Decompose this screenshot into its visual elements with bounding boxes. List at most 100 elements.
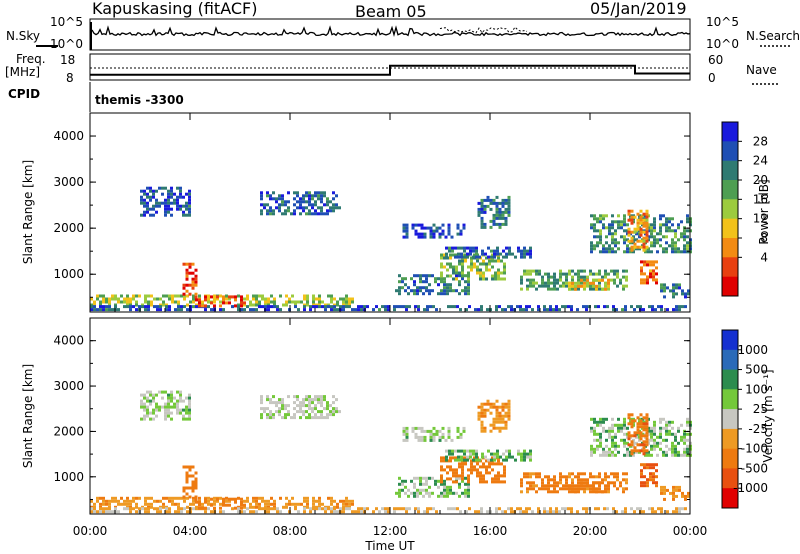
scatter-cell <box>273 499 276 503</box>
scatter-cell <box>129 303 132 307</box>
scatter-cell <box>448 452 451 456</box>
scatter-cell <box>432 432 436 436</box>
scatter-cell <box>649 475 652 479</box>
scatter-cell <box>155 414 158 418</box>
scatter-cell <box>168 294 171 298</box>
scatter-cell <box>589 472 592 476</box>
colorbar-segment <box>722 122 738 142</box>
scatter-cell <box>611 220 614 224</box>
scatter-cell <box>630 248 634 252</box>
scatter-cell <box>407 488 410 492</box>
scatter-cell <box>454 449 457 453</box>
scatter-cell <box>555 507 558 511</box>
scatter-cell <box>317 416 320 420</box>
scatter-cell <box>541 281 544 285</box>
scatter-cell <box>520 452 523 456</box>
scatter-cell <box>522 308 525 312</box>
scatter-cell <box>434 277 437 281</box>
scatter-cell <box>234 497 237 501</box>
scatter-cell <box>580 487 583 491</box>
scatter-cell <box>672 497 675 501</box>
nsearch-right-tick-bottom: 10^0 <box>706 37 739 51</box>
scatter-cell <box>272 212 275 216</box>
scatter-cell <box>646 260 649 264</box>
scatter-cell <box>293 407 296 411</box>
scatter-cell <box>583 481 586 485</box>
scatter-cell <box>143 396 146 400</box>
scatter-cell <box>258 303 261 307</box>
scatter-cell <box>117 297 120 301</box>
scatter-cell <box>452 480 455 484</box>
freq-left-tick-bottom: 8 <box>66 71 74 85</box>
scatter-cell <box>467 477 470 481</box>
scatter-cell <box>672 295 675 299</box>
scatter-cell <box>606 305 609 309</box>
scatter-cell <box>158 186 161 190</box>
scatter-cell <box>623 423 626 427</box>
scatter-cell <box>663 488 666 492</box>
scatter-cell <box>440 474 443 478</box>
scatter-cell <box>601 481 604 485</box>
scatter-cell <box>541 284 544 288</box>
scatter-cell <box>129 305 132 309</box>
scatter-cell <box>590 226 593 230</box>
scatter-cell <box>520 484 523 488</box>
scatter-cell <box>507 507 510 511</box>
scatter-cell <box>467 485 470 489</box>
scatter-cell <box>626 426 629 430</box>
scatter-cell <box>674 438 677 442</box>
scatter-cell <box>543 510 546 514</box>
scatter-cell <box>594 305 597 309</box>
scatter-cell <box>580 278 583 282</box>
scatter-cell <box>293 395 296 399</box>
scatter-cell <box>480 225 484 229</box>
scatter-cell <box>185 471 189 475</box>
scatter-cell <box>222 295 225 299</box>
scatter-cell <box>308 212 311 216</box>
scatter-cell <box>508 452 511 456</box>
scatter-cell <box>473 253 476 257</box>
scatter-cell <box>686 250 689 254</box>
scatter-cell <box>171 297 174 301</box>
scatter-cell <box>296 398 299 402</box>
scatter-cell <box>461 462 464 466</box>
scatter-cell <box>147 502 150 506</box>
scatter-cell <box>188 402 191 406</box>
scatter-cell <box>324 308 327 312</box>
scatter-cell <box>416 274 419 278</box>
scatter-cell <box>636 425 640 429</box>
scatter-cell <box>672 292 675 296</box>
scatter-cell <box>146 192 149 196</box>
scatter-cell <box>660 485 663 489</box>
scatter-cell <box>422 482 425 486</box>
scatter-cell <box>255 502 258 506</box>
scatter-cell <box>135 300 138 304</box>
scatter-cell <box>562 281 565 285</box>
scatter-cell <box>357 507 360 511</box>
scatter-cell <box>614 435 617 439</box>
scatter-cell <box>456 226 460 230</box>
scatter-cell <box>649 263 652 267</box>
scatter-cell <box>477 207 481 211</box>
scatter-cell <box>608 429 611 433</box>
scatter-cell <box>185 207 188 211</box>
scatter-cell <box>484 455 487 459</box>
scatter-cell <box>643 281 646 285</box>
scatter-cell <box>443 456 446 460</box>
scatter-cell <box>656 250 659 254</box>
scatter-cell <box>260 203 263 207</box>
scatter-cell <box>624 510 627 514</box>
scatter-cell <box>504 198 508 202</box>
scatter-cell <box>611 232 614 236</box>
scatter-cell <box>425 476 428 480</box>
scatter-cell <box>488 262 491 266</box>
scatter-cell <box>396 507 399 511</box>
scatter-cell <box>511 455 514 459</box>
scatter-cell <box>662 438 665 442</box>
scatter-cell <box>495 204 499 208</box>
scatter-cell <box>645 425 649 429</box>
scatter-cell <box>146 186 149 190</box>
scatter-cell <box>543 308 546 312</box>
scatter-cell <box>330 499 333 503</box>
scatter-cell <box>686 438 689 442</box>
